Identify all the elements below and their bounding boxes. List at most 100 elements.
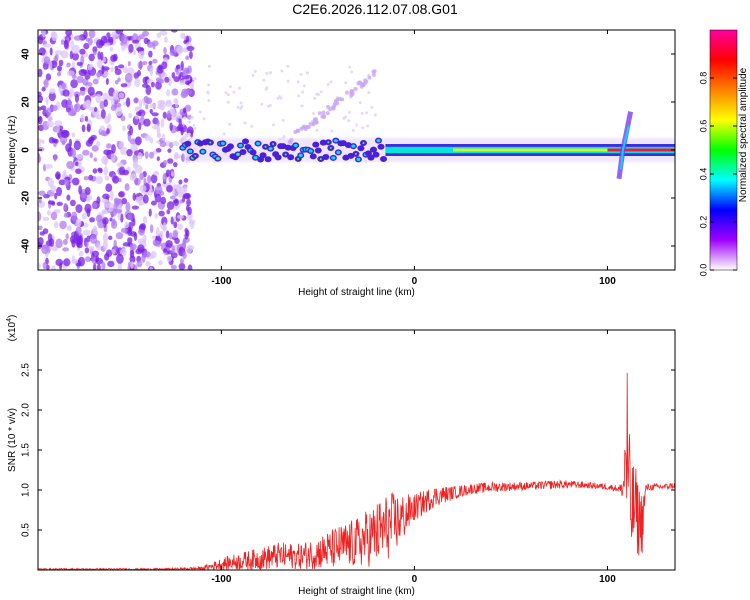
noise-blob	[43, 78, 49, 89]
noise-blob	[38, 225, 43, 231]
faint-point	[206, 90, 210, 94]
signal-blob	[249, 149, 257, 156]
colorbar-gradient	[709, 29, 738, 271]
signal-core	[238, 143, 243, 148]
noise-blob	[41, 139, 45, 144]
faint-point	[366, 124, 370, 128]
noise-blob	[149, 137, 154, 144]
signal-blob	[274, 154, 282, 161]
chart-title: C2E6.2026.112.07.08.G01	[292, 1, 458, 17]
faint-point	[296, 80, 300, 84]
streak-point	[288, 140, 293, 145]
noise-blob	[175, 64, 181, 70]
noise-blob	[138, 34, 145, 40]
noise-blob	[173, 204, 180, 210]
snr-x-axis-label: Height of straight line (km)	[298, 586, 415, 597]
noise-blob	[159, 230, 164, 239]
noise-blob	[103, 99, 109, 107]
noise-blob	[93, 157, 98, 162]
noise-blob	[125, 97, 131, 108]
noise-blob	[166, 255, 173, 262]
noise-blob	[51, 31, 58, 42]
faint-point	[237, 86, 241, 90]
spectrogram-x-ticks: -100 0 100	[211, 30, 616, 287]
signal-core	[200, 150, 205, 154]
noise-blob	[133, 158, 139, 167]
noise-blob	[170, 252, 178, 259]
noise-blob	[121, 34, 128, 45]
noise-blob	[178, 262, 186, 270]
colorbar-tick-label: 0.0	[698, 264, 708, 277]
noise-blob	[189, 221, 195, 230]
faint-point	[348, 65, 352, 69]
signal-blob	[287, 154, 295, 161]
faint-point	[299, 72, 303, 76]
noise-blob	[163, 248, 168, 253]
noise-blob	[56, 65, 62, 72]
noise-blob	[155, 227, 160, 237]
noise-blob	[50, 211, 58, 221]
noise-blob	[50, 104, 58, 112]
noise-blob	[152, 58, 158, 64]
spectrogram-x-axis-label: Height of straight line (km)	[298, 287, 415, 298]
noise-blob	[110, 104, 117, 111]
noise-blob	[138, 49, 145, 60]
noise-blob	[103, 149, 111, 156]
snr-panel: -100 0 100 0.5 1.0 1.5 2.0 2.5 Height of strai…	[6, 315, 676, 597]
signal-blob	[184, 140, 192, 147]
noise-blob	[122, 66, 129, 74]
noise-blob	[82, 149, 90, 156]
noise-blob	[92, 263, 97, 270]
noise-blob	[180, 32, 186, 39]
noise-blob	[169, 195, 176, 200]
noise-blob	[186, 245, 193, 254]
snr-x-ticks: -100 0 100	[211, 330, 616, 585]
colorbar-label: Normalized spectral amplitude	[738, 67, 749, 202]
noise-blob	[89, 152, 93, 159]
noise-blob	[116, 162, 124, 168]
noise-blob	[71, 211, 78, 222]
streak-point	[312, 117, 317, 122]
noise-blob	[154, 193, 162, 203]
noise-blob	[173, 230, 178, 238]
spectrogram-y-ticks: 40 20 0 -20 -40	[21, 48, 675, 253]
noise-blob	[149, 224, 154, 234]
noise-blob	[142, 83, 149, 88]
signal-core	[351, 144, 356, 148]
noise-blob	[96, 59, 103, 69]
noise-blob	[39, 231, 45, 236]
noise-blob	[38, 262, 41, 269]
noise-blob	[135, 136, 142, 146]
noise-blob	[67, 110, 76, 117]
noise-blob	[71, 132, 76, 138]
noise-blob	[106, 128, 110, 135]
noise-blob	[38, 236, 44, 246]
noise-blob	[107, 112, 112, 122]
faint-point	[268, 103, 272, 107]
faint-point	[192, 77, 196, 81]
signal-peak	[272, 142, 275, 145]
faint-point	[358, 101, 362, 105]
noise-blob	[156, 32, 162, 39]
streak-point	[335, 101, 340, 106]
noise-blob	[54, 50, 63, 56]
noise-blob	[166, 89, 170, 97]
faint-point	[373, 113, 377, 117]
noise-blob	[156, 132, 162, 139]
faint-point	[355, 123, 359, 127]
noise-blob	[100, 108, 106, 119]
noise-blob	[132, 192, 137, 201]
noise-blob	[38, 211, 42, 222]
noise-blob	[61, 82, 67, 90]
noise-blob	[89, 234, 97, 244]
noise-blob	[184, 227, 189, 234]
noise-blob	[170, 171, 175, 177]
faint-point	[315, 92, 319, 96]
noise-blob	[114, 102, 122, 108]
noise-blob	[121, 44, 126, 52]
noise-blob	[60, 129, 69, 138]
faint-point	[271, 123, 275, 127]
noise-blob	[136, 260, 143, 268]
noise-blob	[112, 90, 121, 100]
signal-peak	[216, 157, 219, 160]
